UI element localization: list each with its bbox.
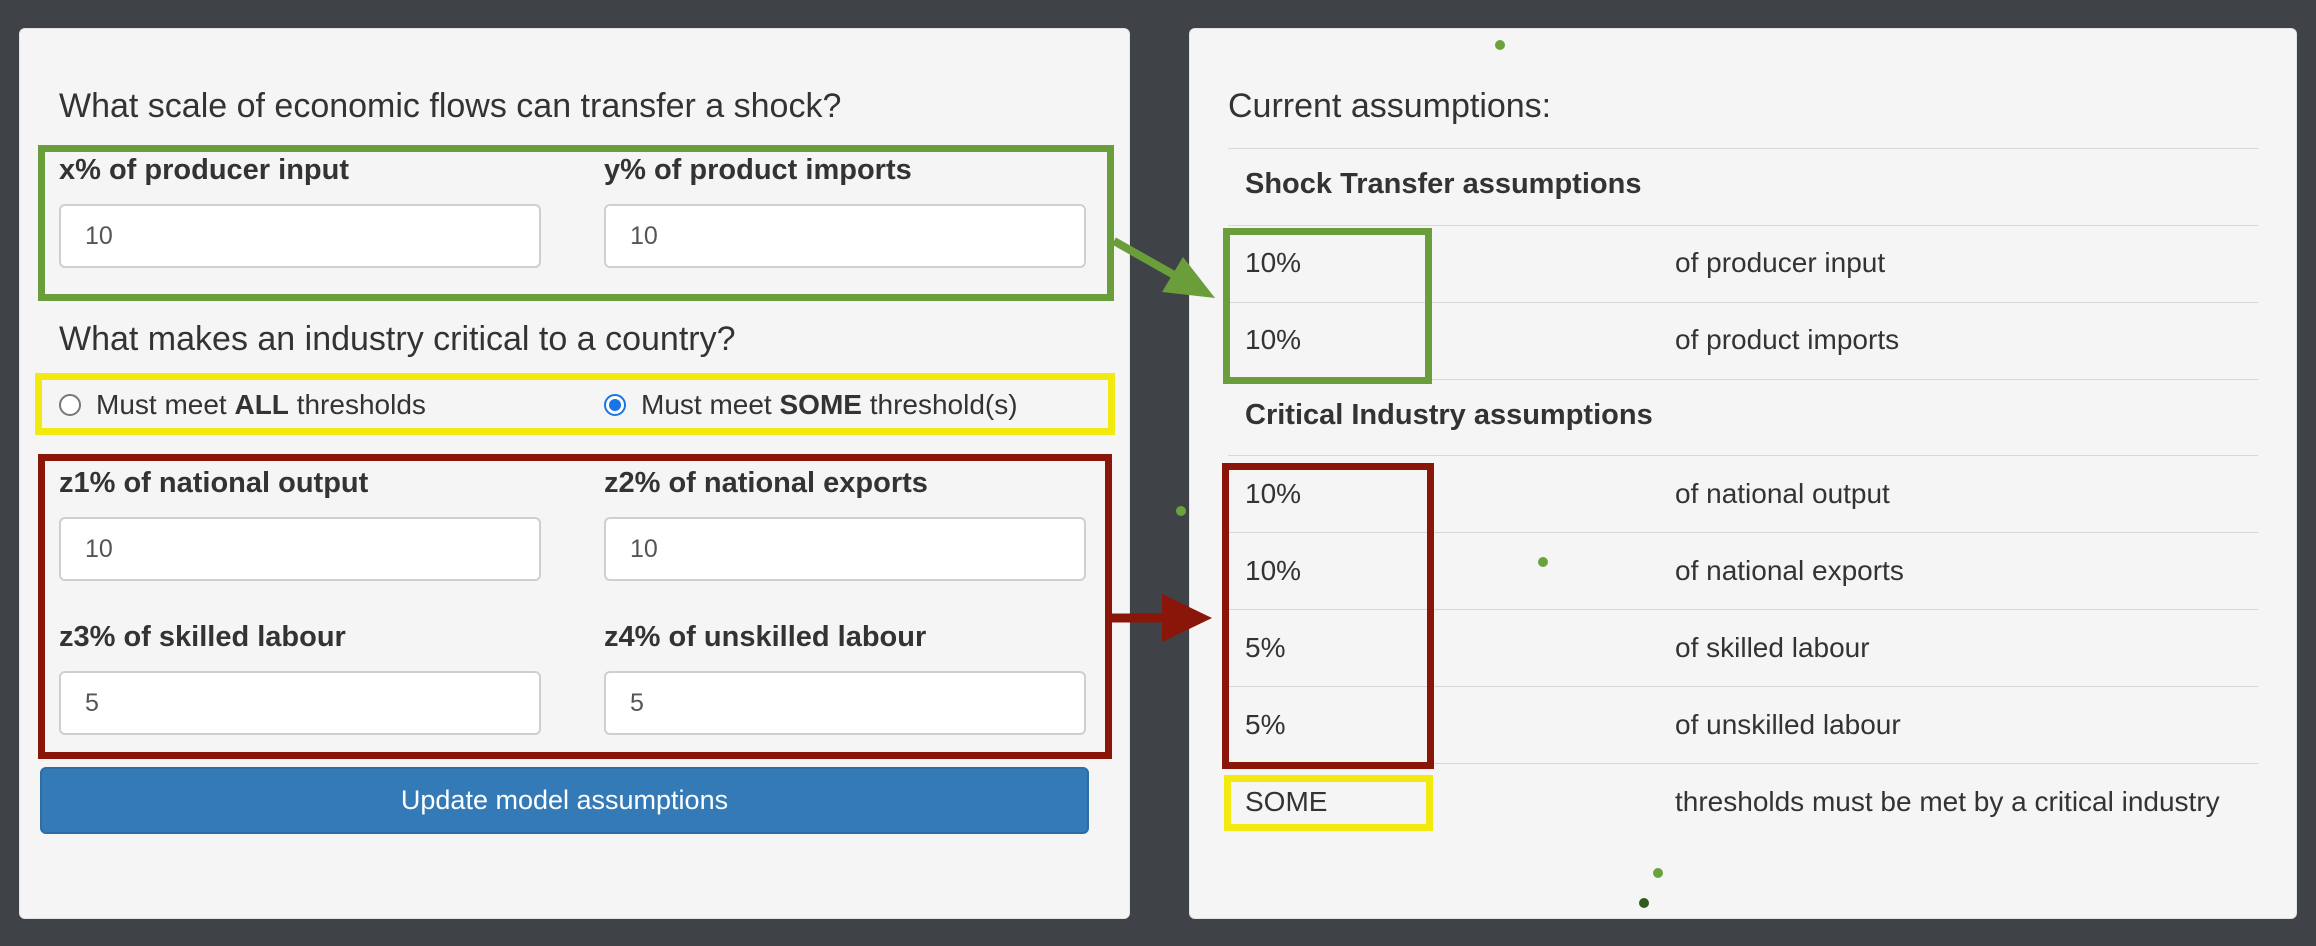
divider (1228, 763, 2258, 764)
update-model-assumptions-button[interactable]: Update model assumptions (40, 767, 1089, 834)
radio-some-thresholds[interactable]: Must meet SOME threshold(s) (604, 389, 1018, 421)
radio-all-bold: ALL (234, 389, 289, 420)
decorative-dot (1639, 898, 1649, 908)
z2-national-exports-label: z2% of national exports (604, 467, 928, 499)
national-exports-desc: of national exports (1675, 555, 1904, 586)
radio-some-suffix: threshold(s) (861, 389, 1018, 420)
current-assumptions-panel (1189, 28, 2297, 919)
divider (1228, 379, 2258, 380)
decorative-dot (1495, 40, 1505, 50)
red-arrow-icon (1112, 594, 1212, 642)
divider (1228, 532, 2258, 533)
radio-all-prefix: Must meet (96, 389, 235, 420)
national-exports-value: 10% (1245, 555, 1302, 586)
y-product-imports-field[interactable] (604, 204, 1086, 268)
divider (1228, 455, 2258, 456)
current-assumptions-heading: Current assumptions: (1228, 87, 1552, 125)
green-arrow-icon (1112, 237, 1215, 298)
product-imports-desc: of product imports (1675, 324, 1900, 355)
x-producer-input-label: x% of producer input (59, 154, 349, 186)
skilled-labour-desc: of skilled labour (1675, 632, 1870, 663)
unskilled-labour-desc: of unskilled labour (1675, 709, 1901, 740)
z2-national-exports-field[interactable] (604, 517, 1086, 581)
divider (1228, 609, 2258, 610)
critical-industry-title: Critical Industry assumptions (1245, 399, 1653, 431)
threshold-mode-highlight (35, 373, 1115, 435)
y-product-imports-label: y% of product imports (604, 154, 912, 186)
divider (1228, 225, 2258, 226)
critical-industry-heading: What makes an industry critical to a cou… (59, 320, 736, 358)
producer-input-desc: of producer input (1675, 247, 1886, 278)
z1-national-output-field[interactable] (59, 517, 541, 581)
z3-skilled-labour-label: z3% of skilled labour (59, 621, 346, 653)
national-output-desc: of national output (1675, 478, 1890, 509)
decorative-dot (1176, 506, 1186, 516)
radio-all-thresholds[interactable]: Must meet ALL thresholds (59, 389, 426, 421)
divider (1228, 148, 2258, 149)
divider (1228, 686, 2258, 687)
radio-some-button[interactable] (604, 394, 626, 416)
producer-input-value: 10% (1245, 247, 1302, 278)
radio-some-bold: SOME (779, 389, 862, 420)
z4-unskilled-labour-field[interactable] (604, 671, 1086, 735)
national-output-value: 10% (1245, 478, 1302, 509)
z4-unskilled-labour-label: z4% of unskilled labour (604, 621, 927, 653)
critical-inputs-highlight (38, 454, 1112, 759)
x-producer-input-field[interactable] (59, 204, 541, 268)
threshold-mode-desc: thresholds must be met by a critical ind… (1675, 786, 2220, 817)
decorative-dot (1538, 557, 1548, 567)
z1-national-output-label: z1% of national output (59, 467, 369, 499)
radio-some-prefix: Must meet (641, 389, 780, 420)
critical-values-highlight (1222, 463, 1434, 769)
shock-values-highlight (1223, 228, 1432, 384)
decorative-dot (1653, 868, 1663, 878)
unskilled-labour-value: 5% (1245, 709, 1286, 740)
skilled-labour-value: 5% (1245, 632, 1286, 663)
radio-all-suffix: thresholds (288, 389, 426, 420)
z3-skilled-labour-field[interactable] (59, 671, 541, 735)
radio-all-button[interactable] (59, 394, 81, 416)
threshold-mode-value: SOME (1245, 786, 1328, 817)
divider (1228, 302, 2258, 303)
shock-transfer-title: Shock Transfer assumptions (1245, 168, 1642, 200)
shock-inputs-highlight (38, 145, 1114, 301)
shock-scale-heading: What scale of economic flows can transfe… (59, 87, 842, 125)
mode-value-highlight (1224, 775, 1433, 831)
product-imports-value: 10% (1245, 324, 1302, 355)
